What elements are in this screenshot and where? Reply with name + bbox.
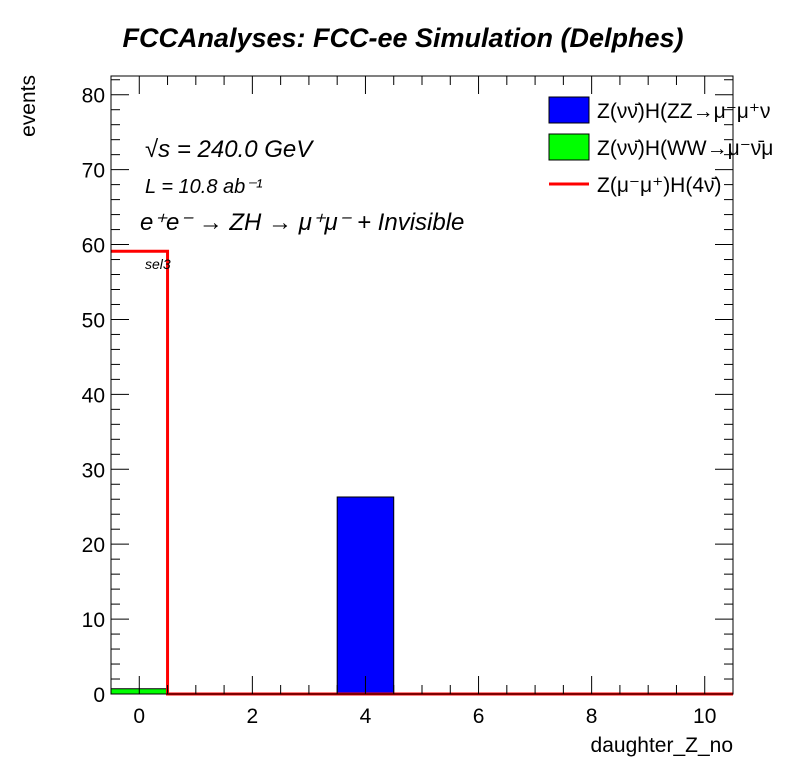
axes-box xyxy=(110,75,734,695)
x-tick-label: 10 xyxy=(693,705,716,728)
y-tick-label: 60 xyxy=(82,235,105,258)
y-tick-label: 50 xyxy=(82,309,105,332)
x-tick-label: 0 xyxy=(133,705,145,728)
sqrt-s-label: √s = 240.0 GeV xyxy=(145,136,314,163)
x-axis-label: daughter_Z_no xyxy=(591,734,733,757)
x-tick-label: 2 xyxy=(247,705,259,728)
y-axis-label: events xyxy=(17,75,40,137)
selection-label: sel3 xyxy=(145,256,171,272)
luminosity-label: L = 10.8 ab⁻¹ xyxy=(145,176,263,198)
histogram-bars xyxy=(110,249,733,696)
legend-swatch-zz xyxy=(548,96,590,124)
step-line-2 xyxy=(111,249,733,696)
annotations: √s = 240.0 GeV L = 10.8 ab⁻¹ e⁺e⁻ → ZH →… xyxy=(140,136,464,272)
x-axis-ticks: 0 2 4 6 8 10 xyxy=(110,76,734,728)
chart-title: FCCAnalyses: FCC-ee Simulation (Delphes) xyxy=(122,23,683,53)
y-tick-label: 30 xyxy=(82,459,105,482)
y-axis-ticks: 0 10 20 30 40 50 60 70 80 xyxy=(82,79,733,707)
bar-0-4 xyxy=(336,496,395,695)
process-label: e⁺e⁻ → ZH → μ⁺μ⁻ + Invisible xyxy=(140,209,464,236)
legend-swatch-ww xyxy=(548,133,590,161)
x-tick-label: 4 xyxy=(360,705,372,728)
y-tick-label: 80 xyxy=(82,85,105,108)
y-tick-label: 0 xyxy=(93,684,105,707)
y-tick-label: 40 xyxy=(82,384,105,407)
x-tick-label: 8 xyxy=(586,705,598,728)
y-tick-label: 10 xyxy=(82,609,105,632)
y-tick-label: 70 xyxy=(82,160,105,183)
legend: Z(νν̄)H(ZZ→μ⁻μ⁺ν Z(νν̄)H(WW→μ⁻ν̄μ Z(μ⁻μ⁺… xyxy=(548,96,773,197)
plot-frame xyxy=(110,75,734,695)
x-tick-label: 6 xyxy=(473,705,485,728)
legend-label-signal: Z(μ⁻μ⁺)H(4ν̄) xyxy=(597,174,722,197)
legend-label-zz: Z(νν̄)H(ZZ→μ⁻μ⁺ν xyxy=(597,100,771,123)
legend-label-ww: Z(νν̄)H(WW→μ⁻ν̄μ xyxy=(597,137,773,160)
y-tick-label: 20 xyxy=(82,534,105,557)
